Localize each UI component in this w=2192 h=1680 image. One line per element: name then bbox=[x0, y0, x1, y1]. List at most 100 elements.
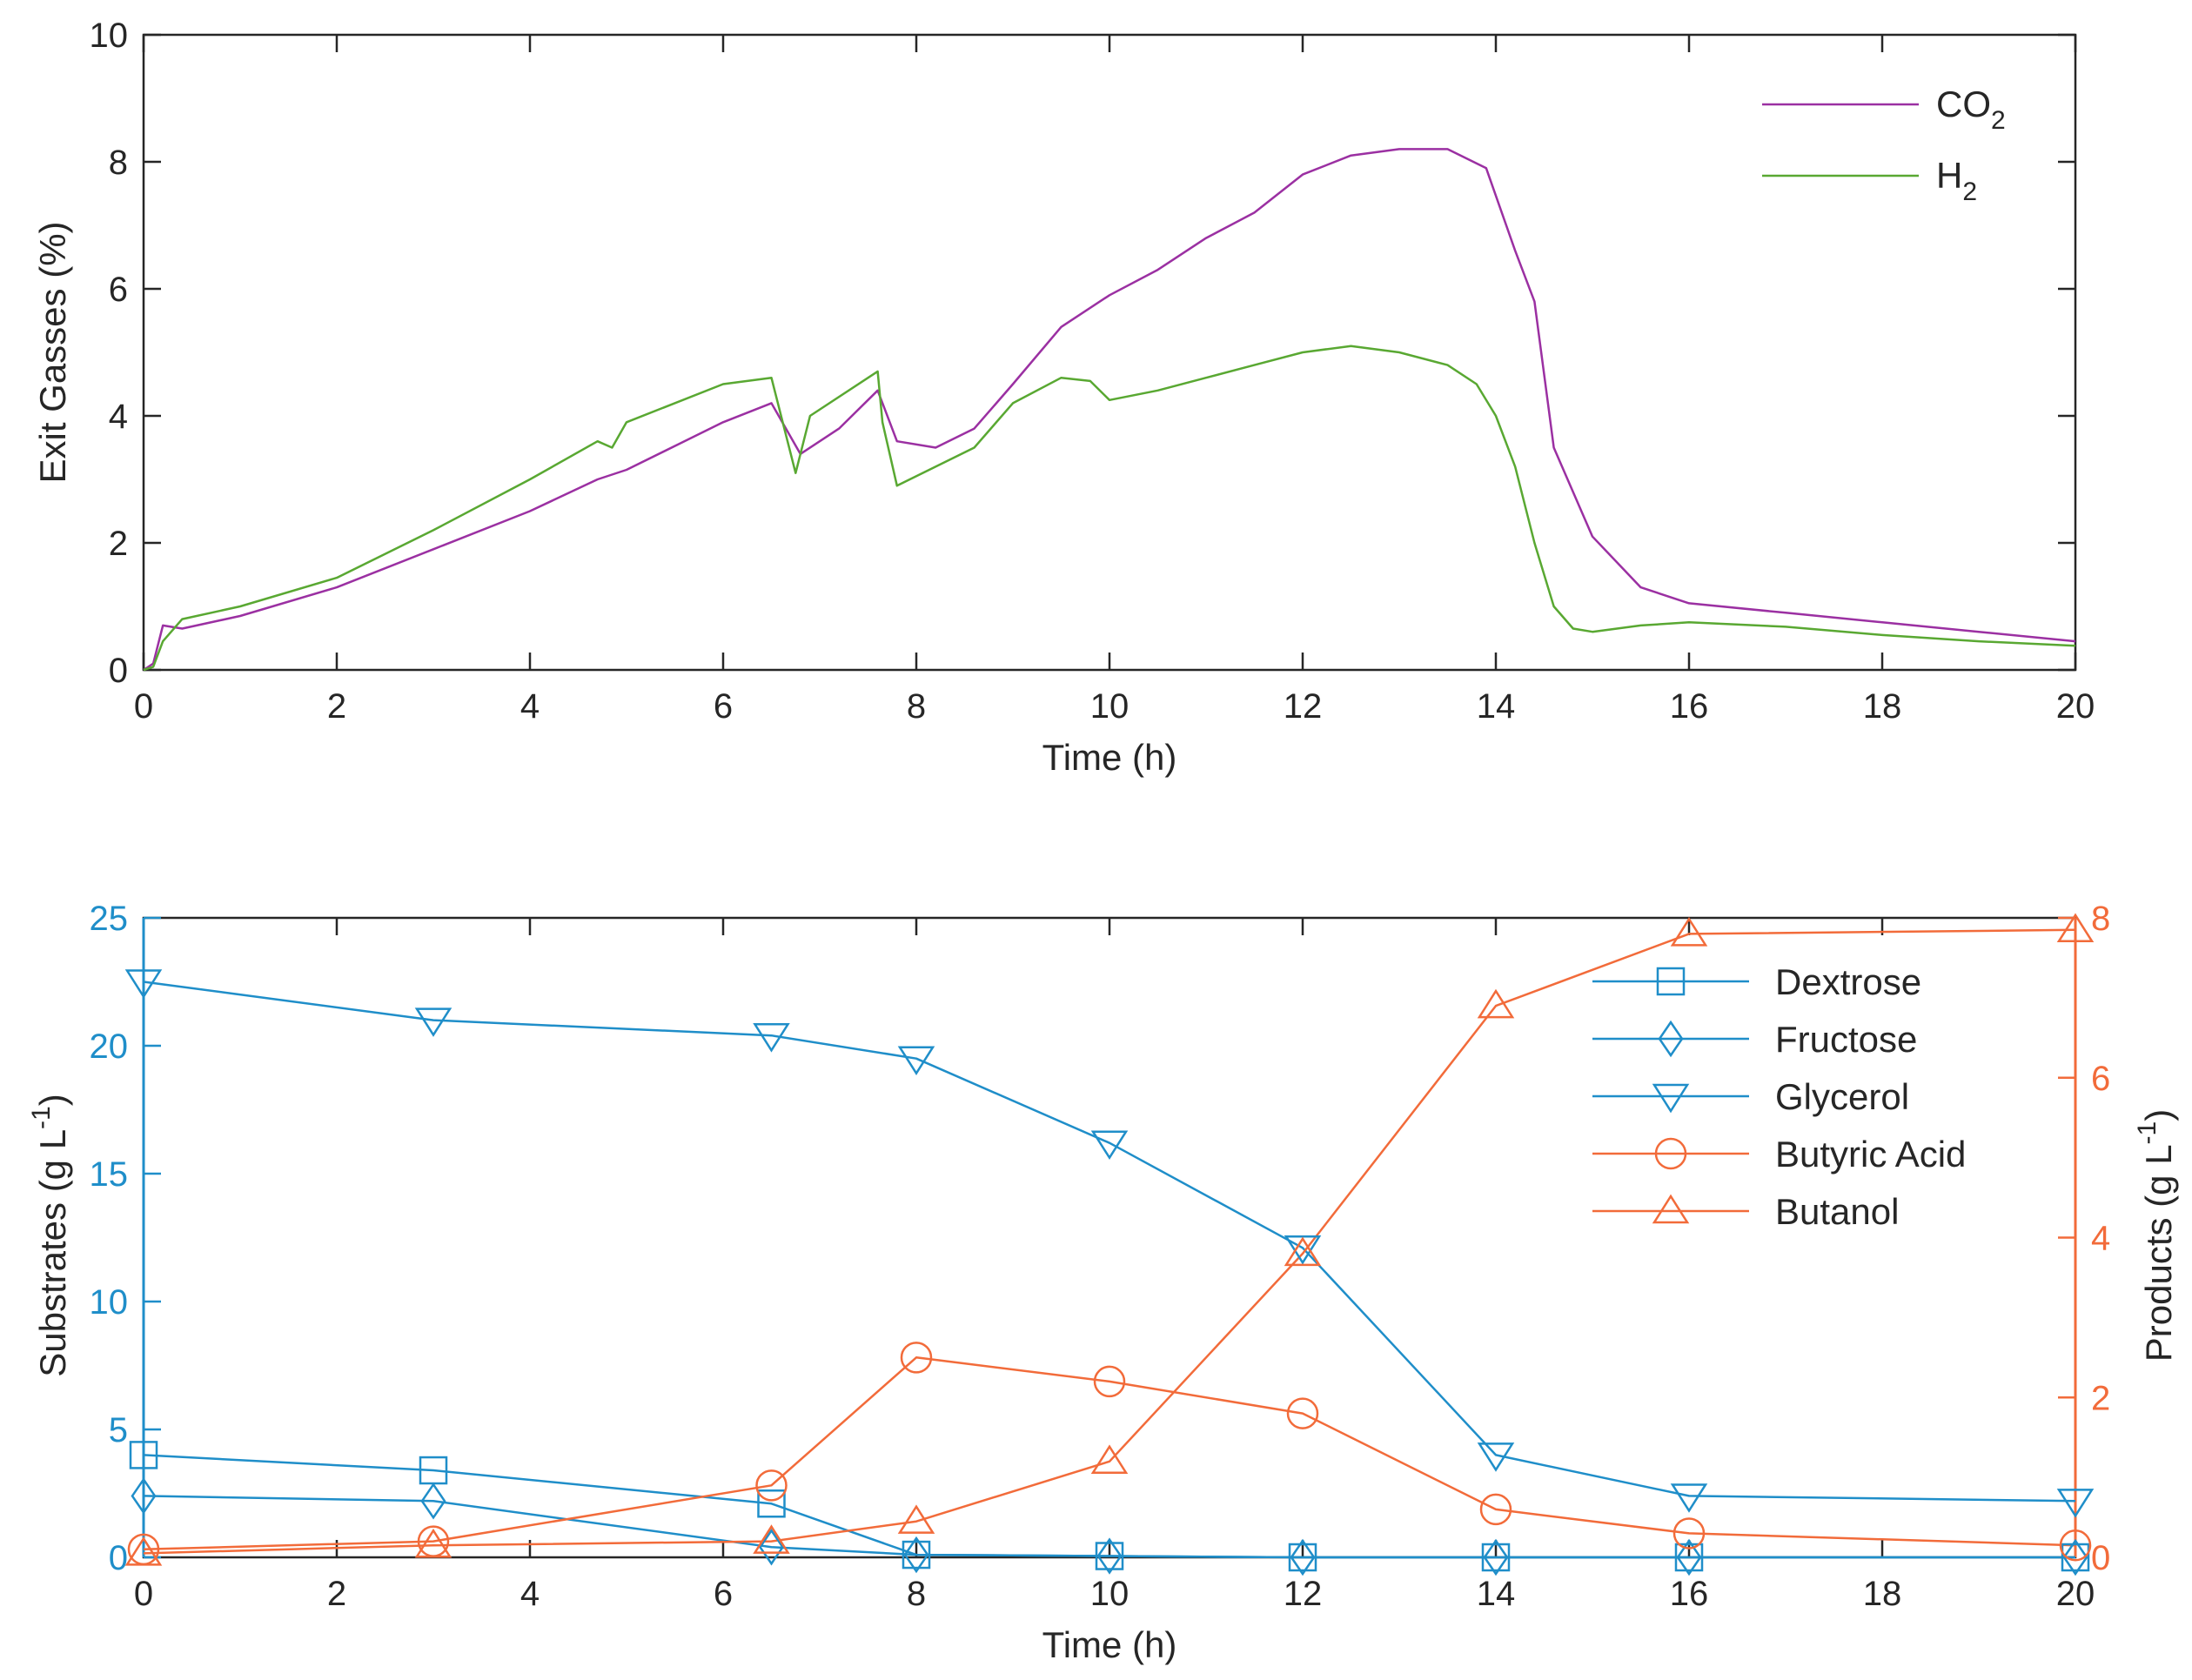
top-legend-label-sub: 2 bbox=[1991, 106, 2006, 135]
bottom-marker-fructose bbox=[2062, 1538, 2088, 1576]
top-legend-label-main: H bbox=[1936, 155, 1962, 196]
top-x-tick-label: 12 bbox=[1284, 687, 1323, 726]
bottom-marker-dextrose bbox=[1481, 1543, 1511, 1572]
bottom-right-y-tick-label: 2 bbox=[2091, 1379, 2110, 1417]
bottom-legend-label-butyric-acid: Butyric Acid bbox=[1775, 1134, 1966, 1175]
bottom-marker-butyric-acid bbox=[1093, 1365, 1126, 1398]
bottom-marker-glycerol bbox=[897, 1046, 935, 1076]
bottom-marker-dextrose bbox=[757, 1489, 786, 1518]
bottom-x-tick-label: 10 bbox=[1090, 1575, 1130, 1613]
bottom-marker-glycerol bbox=[2056, 1489, 2095, 1518]
bottom-marker-dextrose bbox=[1288, 1543, 1317, 1572]
bottom-right-y-tick-label: 6 bbox=[2091, 1060, 2110, 1098]
bottom-x-tick-label: 14 bbox=[1477, 1575, 1516, 1613]
bottom-x-tick-label: 20 bbox=[2056, 1575, 2095, 1613]
bottom-legend-label-dextrose: Dextrose bbox=[1775, 961, 1921, 1002]
top-y-tick-label: 6 bbox=[109, 271, 128, 309]
top-legend-label-co2: CO2 bbox=[1936, 84, 2006, 135]
bottom-legend-marker-butanol bbox=[1652, 1194, 1690, 1224]
bottom-marker-butyric-acid bbox=[1479, 1493, 1512, 1526]
bottom-marker-glycerol bbox=[1090, 1130, 1129, 1161]
bottom-marker-fructose bbox=[1290, 1538, 1316, 1576]
top-y-tick-label: 10 bbox=[90, 17, 129, 55]
bottom-x-tick-label: 6 bbox=[714, 1575, 733, 1613]
bottom-right-y-ticks: 0 2 4 6 8 bbox=[2058, 900, 2110, 1577]
bottom-x-tick-label: 18 bbox=[1863, 1575, 1902, 1613]
bottom-series-line-butanol bbox=[143, 928, 2076, 1555]
bottom-marker-butanol bbox=[897, 1504, 935, 1534]
bottom-marker-glycerol bbox=[753, 1022, 790, 1053]
bottom-marker-butanol bbox=[1284, 1236, 1322, 1267]
bottom-x-tick-label: 2 bbox=[327, 1575, 346, 1613]
top-series-lines bbox=[143, 148, 2076, 672]
bottom-series-lines bbox=[143, 928, 2076, 1559]
bottom-x-tick-label: 16 bbox=[1670, 1575, 1709, 1613]
top-series-line-co2 bbox=[143, 148, 2076, 672]
left-ylabel-main: Substrates (g L bbox=[32, 1129, 73, 1377]
bottom-marker-butanol bbox=[2056, 913, 2095, 943]
bottom-marker-dextrose bbox=[902, 1540, 931, 1570]
top-y-tick-label: 4 bbox=[109, 398, 128, 436]
bottom-marker-fructose bbox=[131, 1477, 157, 1515]
left-ylabel-sup: -1 bbox=[27, 1106, 56, 1129]
top-x-tick-label: 14 bbox=[1477, 687, 1516, 726]
bottom-marker-butanol bbox=[753, 1524, 790, 1554]
bottom-legend-label-glycerol: Glycerol bbox=[1775, 1076, 1909, 1117]
bottom-marker-butanol bbox=[124, 1536, 163, 1566]
top-x-tick-label: 6 bbox=[714, 687, 733, 726]
bottom-right-y-tick-label: 4 bbox=[2091, 1220, 2110, 1258]
bottom-x-tick-label: 4 bbox=[520, 1575, 540, 1613]
bottom-x-ticks: 0 2 4 6 8 10 12 14 16 18 20 bbox=[134, 918, 2095, 1613]
bottom-marker-fructose bbox=[1676, 1538, 1702, 1576]
top-x-tick-label: 16 bbox=[1670, 687, 1709, 726]
bottom-x-tick-label: 12 bbox=[1284, 1575, 1323, 1613]
bottom-series-markers bbox=[124, 913, 2095, 1576]
bottom-marker-glycerol bbox=[1670, 1483, 1708, 1513]
bottom-legend-marker-dextrose bbox=[1656, 967, 1686, 996]
bottom-marker-fructose bbox=[420, 1483, 446, 1520]
top-x-tick-label: 20 bbox=[2056, 687, 2095, 726]
right-ylabel-sup: -1 bbox=[2133, 1121, 2162, 1145]
bottom-marker-dextrose bbox=[129, 1441, 158, 1469]
bottom-marker-butanol bbox=[414, 1528, 452, 1558]
right-ylabel-end: ) bbox=[2138, 1109, 2179, 1121]
bottom-marker-fructose bbox=[1096, 1537, 1123, 1575]
bottom-marker-glycerol bbox=[124, 969, 163, 999]
left-ylabel-end: ) bbox=[32, 1094, 73, 1106]
bottom-right-y-tick-label: 8 bbox=[2091, 900, 2110, 938]
exit-gasses-chart: 0 2 4 6 8 10 12 14 16 18 20 0 2 4 6 8 10 Time (h) Exit … bbox=[32, 17, 2095, 778]
bottom-legend-marker-butyric-acid bbox=[1654, 1137, 1687, 1170]
bottom-marker-butanol bbox=[1477, 988, 1515, 1019]
top-x-axis-label: Time (h) bbox=[1042, 737, 1177, 778]
bottom-series-line-butyric-acid bbox=[143, 1356, 2076, 1551]
bottom-marker-glycerol bbox=[414, 1007, 452, 1037]
bottom-left-y-tick-label: 0 bbox=[109, 1539, 128, 1577]
bottom-left-y-axis-label: Substrates (g L-1) bbox=[27, 1094, 73, 1377]
bottom-x-tick-label: 0 bbox=[134, 1575, 153, 1613]
bottom-marker-dextrose bbox=[1095, 1542, 1124, 1570]
bottom-marker-glycerol bbox=[1477, 1442, 1515, 1472]
bottom-right-y-axis-label: Products (g L-1) bbox=[2133, 1109, 2179, 1362]
bottom-legend-label-fructose: Fructose bbox=[1775, 1019, 1917, 1060]
bottom-marker-butyric-acid bbox=[900, 1342, 933, 1374]
top-x-ticks: 0 2 4 6 8 10 12 14 16 18 20 bbox=[134, 35, 2095, 726]
bottom-marker-butyric-acid bbox=[1672, 1517, 1706, 1549]
top-x-tick-label: 8 bbox=[907, 687, 926, 726]
top-x-tick-label: 4 bbox=[520, 687, 540, 726]
bottom-marker-butanol bbox=[1090, 1444, 1129, 1474]
bottom-legend-marker-fructose bbox=[1658, 1020, 1684, 1058]
bottom-marker-butyric-acid bbox=[1286, 1397, 1319, 1429]
bottom-left-y-ticks: 0 5 10 15 20 25 bbox=[90, 900, 161, 1577]
top-legend-label-h2: H2 bbox=[1936, 155, 1977, 206]
bottom-x-axis-label: Time (h) bbox=[1042, 1624, 1177, 1665]
top-legend-label-main: CO bbox=[1936, 84, 1991, 124]
top-y-tick-label: 2 bbox=[109, 525, 128, 563]
top-y-axis-label: Exit Gasses (%) bbox=[32, 221, 73, 483]
substrates-products-chart: 0 2 4 6 8 10 12 14 16 18 20 0 5 10 15 20 25 0 2 4 6 8 Time … bbox=[27, 900, 2179, 1665]
top-x-tick-label: 10 bbox=[1090, 687, 1130, 726]
top-plot-frame bbox=[142, 33, 2077, 672]
right-ylabel-main: Products (g L bbox=[2138, 1144, 2179, 1362]
top-y-tick-label: 8 bbox=[109, 144, 128, 182]
